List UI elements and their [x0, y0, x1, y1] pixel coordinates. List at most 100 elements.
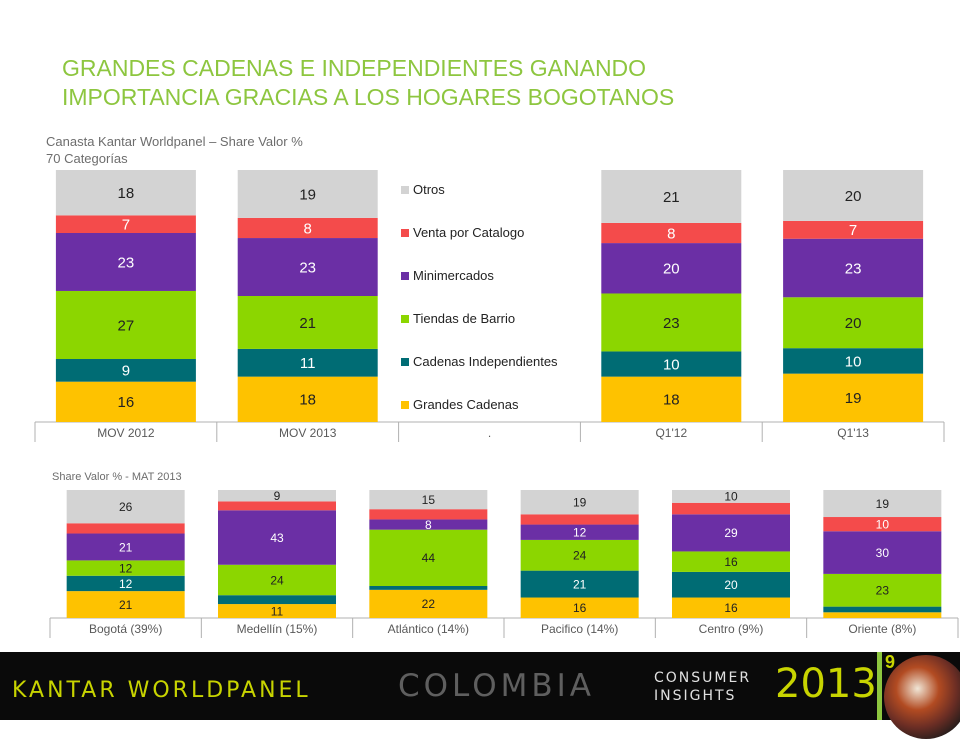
- bottom-bar-otros-atl-ntico-14: [369, 490, 488, 510]
- title-line-2: IMPORTANCIA GRACIAS A LOS HOGARES BOGOTA…: [62, 84, 675, 110]
- legend-label-grandes-cadenas: Grandes Cadenas: [413, 397, 519, 412]
- bottom-data-label-cadenas-independientes-bogot-39: 12: [119, 577, 133, 591]
- bottom-data-label-otros-centro-9: 10: [724, 490, 738, 504]
- bottom-tick-label-medell-n-15: Medellín (15%): [237, 622, 318, 636]
- bottom-tick-label-oriente-8: Oriente (8%): [848, 622, 916, 636]
- top-data-label-cadenas-independientes-q1-13: 10: [845, 353, 862, 370]
- top-bar-otros-q1-13: [783, 170, 924, 221]
- bottom-data-label-tiendas-de-barrio-bogot-39: 12: [119, 561, 133, 575]
- top-data-label-venta-por-catalogo-q1-13: 7: [849, 222, 857, 239]
- bottom-data-label-minimercados-centro-9: 29: [724, 526, 738, 540]
- legend-swatch-minimercados: [401, 272, 409, 280]
- top-bar-tiendas-de-barrio-mov-2013: [237, 296, 378, 349]
- top-bar-minimercados-mov-2013: [237, 238, 378, 296]
- bottom-chart-subtitle: Share Valor % - MAT 2013: [52, 471, 182, 483]
- title-line-1: GRANDES CADENAS E INDEPENDIENTES GANANDO: [62, 55, 647, 81]
- country-label: COLOMBIA: [398, 668, 595, 704]
- top-bar-tiendas-de-barrio-mov-2012: [55, 290, 196, 359]
- bottom-bar-grandes-cadenas-oriente-8: [823, 612, 942, 618]
- bottom-data-label-grandes-cadenas-medell-n-15: 11: [271, 604, 284, 618]
- globe-image: [884, 655, 960, 739]
- legend-swatch-cadenas-independientes: [401, 358, 409, 366]
- top-data-label-otros-mov-2012: 18: [118, 185, 135, 202]
- top-bar-minimercados-q1-12: [601, 243, 742, 294]
- bottom-data-label-tiendas-de-barrio-oriente-8: 23: [876, 584, 890, 598]
- bottom-bar-cadenas-independientes-medell-n-15: [218, 595, 336, 605]
- bottom-bar-tiendas-de-barrio-medell-n-15: [218, 564, 336, 596]
- legend-label-otros: Otros: [413, 182, 445, 197]
- bottom-bar-grandes-cadenas-medell-n-15: [218, 604, 336, 618]
- legend-label-cadenas-independientes: Cadenas Independientes: [413, 354, 558, 369]
- bottom-data-label-tiendas-de-barrio-centro-9: 16: [724, 555, 738, 569]
- bottom-bar-cadenas-independientes-bogot-39: [66, 575, 185, 592]
- top-bar-minimercados-q1-13: [783, 238, 924, 298]
- top-data-label-tiendas-de-barrio-q1-12: 23: [663, 315, 680, 332]
- bottom-bar-cadenas-independientes-oriente-8: [823, 606, 942, 613]
- top-data-label-tiendas-de-barrio-mov-2012: 27: [118, 317, 135, 334]
- bottom-data-label-minimercados-pacifico-14: 12: [573, 526, 587, 540]
- top-data-label-cadenas-independientes-q1-12: 10: [663, 356, 680, 373]
- top-data-label-minimercados-q1-13: 23: [845, 260, 862, 277]
- bottom-bar-grandes-cadenas-centro-9: [672, 597, 790, 618]
- consumer-insights-label: CONSUMER INSIGHTS: [654, 669, 751, 705]
- bottom-data-label-tiendas-de-barrio-atl-ntico-14: 44: [422, 551, 436, 565]
- bottom-bar-minimercados-oriente-8: [823, 531, 942, 574]
- top-bar-otros-q1-12: [601, 170, 742, 223]
- bottom-data-label-grandes-cadenas-bogot-39: 21: [119, 598, 133, 612]
- bottom-bar-minimercados-bogot-39: [66, 533, 185, 561]
- top-data-label-cadenas-independientes-mov-2012: 9: [122, 363, 130, 380]
- top-data-label-venta-por-catalogo-q1-12: 8: [667, 225, 675, 242]
- legend-label-minimercados: Minimercados: [413, 268, 494, 283]
- bottom-data-label-minimercados-oriente-8: 30: [876, 546, 890, 560]
- bottom-data-label-minimercados-medell-n-15: 43: [270, 531, 284, 545]
- bottom-data-label-venta-por-catalogo-oriente-8: 10: [876, 517, 890, 531]
- bottom-data-label-otros-pacifico-14: 19: [573, 495, 587, 509]
- top-tick-label-q1-13: Q1'13: [837, 426, 869, 440]
- top-subtitle-line-1: Canasta Kantar Worldpanel – Share Valor …: [46, 134, 303, 149]
- page-title: GRANDES CADENAS E INDEPENDIENTES GANANDO…: [62, 54, 882, 112]
- bottom-tick-label-centro-9: Centro (9%): [699, 622, 764, 636]
- bottom-data-label-minimercados-bogot-39: 21: [119, 540, 133, 554]
- bottom-bar-venta-por-catalogo-medell-n-15: [218, 501, 336, 511]
- bottom-bar-cadenas-independientes-atl-ntico-14: [369, 586, 488, 590]
- bottom-tick-label-pacifico-14: Pacifico (14%): [541, 622, 618, 636]
- top-data-label-venta-por-catalogo-mov-2013: 8: [304, 220, 312, 237]
- top-bar-venta-por-catalogo-q1-13: [783, 220, 924, 239]
- top-data-label-otros-q1-13: 20: [845, 188, 862, 205]
- top-data-label-tiendas-de-barrio-q1-13: 20: [845, 315, 862, 332]
- footer-divider: [877, 652, 882, 720]
- bottom-bar-otros-oriente-8: [823, 490, 942, 518]
- top-data-label-minimercados-mov-2012: 23: [118, 254, 135, 271]
- bottom-bar-venta-por-catalogo-pacifico-14: [520, 514, 639, 525]
- top-bar-tiendas-de-barrio-q1-12: [601, 293, 742, 352]
- bottom-bar-venta-por-catalogo-oriente-8: [823, 517, 942, 532]
- bottom-bar-tiendas-de-barrio-atl-ntico-14: [369, 529, 488, 586]
- bottom-data-label-tiendas-de-barrio-medell-n-15: 24: [270, 573, 284, 587]
- top-data-label-grandes-cadenas-q1-13: 19: [845, 390, 862, 407]
- bottom-bar-grandes-cadenas-bogot-39: [66, 591, 185, 618]
- bottom-data-label-tiendas-de-barrio-pacifico-14: 24: [573, 549, 587, 563]
- top-bar-venta-por-catalogo-mov-2012: [55, 215, 196, 233]
- top-bar-venta-por-catalogo-mov-2013: [237, 217, 378, 239]
- top-data-label-minimercados-q1-12: 20: [663, 261, 680, 278]
- top-bar-venta-por-catalogo-q1-12: [601, 222, 742, 244]
- bottom-bar-cadenas-independientes-pacifico-14: [520, 570, 639, 598]
- top-tick-label-mov-2012: MOV 2012: [97, 426, 155, 440]
- bottom-bar-minimercados-pacifico-14: [520, 524, 639, 540]
- bottom-bar-minimercados-atl-ntico-14: [369, 519, 488, 530]
- legend-swatch-otros: [401, 186, 409, 194]
- bottom-bar-otros-medell-n-15: [218, 490, 336, 502]
- top-bar-cadenas-independientes-mov-2012: [55, 359, 196, 382]
- legend-label-tiendas-de-barrio: Tiendas de Barrio: [413, 311, 515, 326]
- bottom-tick-label-bogot-39: Bogotá (39%): [89, 622, 162, 636]
- bottom-bar-tiendas-de-barrio-pacifico-14: [520, 539, 639, 571]
- charts-canvas: MOV 2012 16 9 27 23 7 18 MOV 2013 18 11 21 23 8 19. Q1…: [34, 170, 959, 638]
- year-label: 2013: [775, 661, 877, 707]
- footer-bar: KANTAR WORLDPANEL COLOMBIA CONSUMER INSI…: [0, 652, 960, 739]
- bottom-data-label-otros-oriente-8: 19: [876, 497, 890, 511]
- top-bar-minimercados-mov-2012: [55, 233, 196, 291]
- brand-logo: KANTAR WORLDPANEL: [12, 678, 311, 703]
- legend-swatch-venta-por-catalogo: [401, 229, 409, 237]
- bottom-data-label-otros-atl-ntico-14: 15: [422, 493, 436, 507]
- top-bar-otros-mov-2013: [237, 170, 378, 218]
